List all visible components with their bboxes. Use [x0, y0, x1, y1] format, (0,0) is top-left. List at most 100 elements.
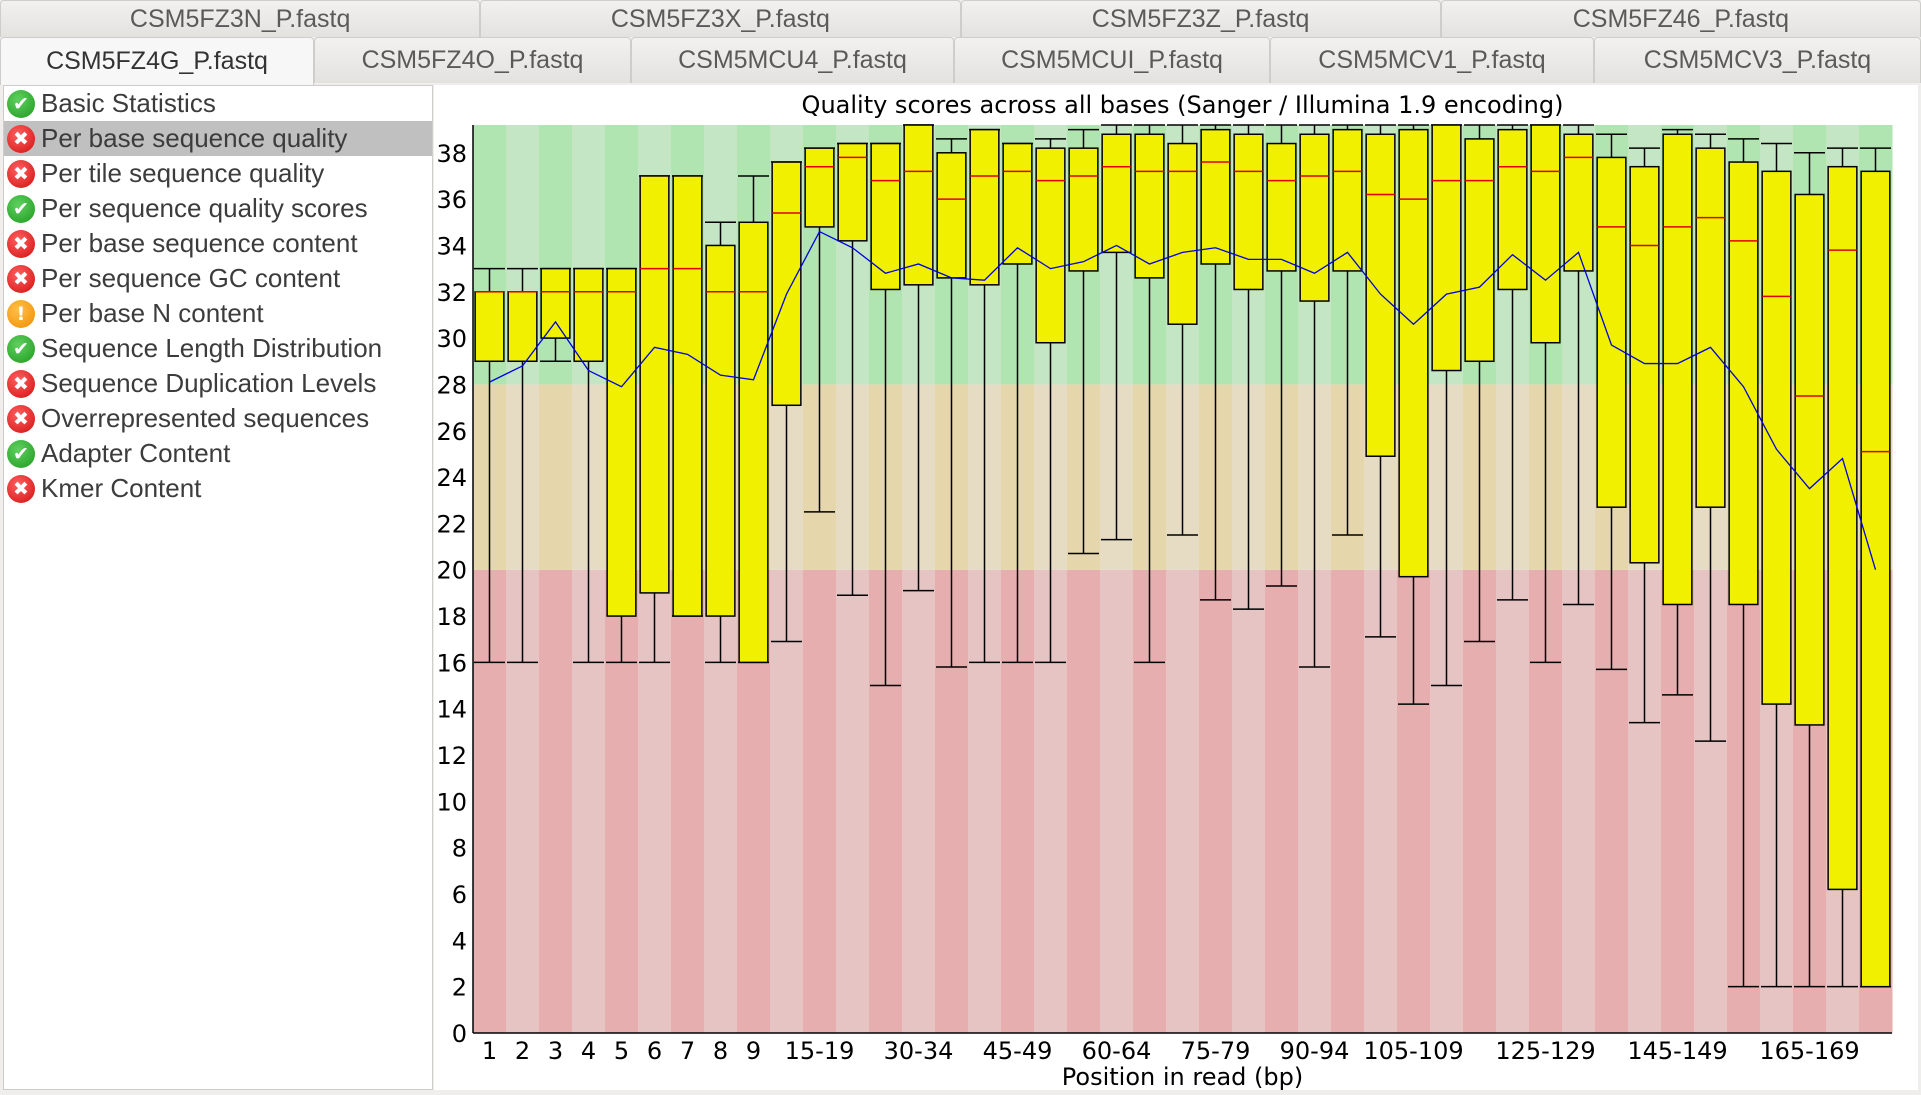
x-tick-label: 1 [482, 1037, 497, 1065]
box [1134, 133, 1165, 279]
x-tick-label: 6 [647, 1037, 662, 1065]
y-tick-label: 22 [436, 510, 467, 538]
fail-cross-icon: ✖ [7, 369, 35, 398]
band-bad [1364, 569, 1398, 1033]
file-tab[interactable]: CSM5FZ46_P.fastq [1440, 0, 1921, 37]
band-bad [1331, 569, 1365, 1033]
box [1266, 142, 1297, 272]
x-tick-label: 45-49 [983, 1037, 1053, 1065]
band-bad [770, 569, 804, 1033]
box [1563, 133, 1594, 272]
box [903, 124, 934, 286]
fail-cross-icon: ✖ [7, 474, 35, 503]
band-bad [836, 569, 870, 1033]
x-tick-label: 4 [581, 1037, 596, 1065]
box [1596, 156, 1627, 508]
box [639, 175, 670, 594]
box [1860, 170, 1891, 988]
file-tab[interactable]: CSM5FZ4O_P.fastq [314, 37, 631, 83]
band-bad [1100, 569, 1134, 1033]
box [1167, 142, 1198, 325]
file-tab[interactable]: CSM5MCV1_P.fastq [1270, 37, 1594, 83]
module-label: Per base sequence quality [41, 123, 348, 153]
x-tick-label: 125-129 [1495, 1037, 1595, 1065]
box [1200, 128, 1231, 265]
box [507, 291, 538, 363]
box [1629, 165, 1660, 564]
box [1695, 147, 1726, 508]
box [540, 267, 571, 339]
band-bad [1463, 569, 1497, 1033]
file-tab[interactable]: CSM5FZ3N_P.fastq [0, 0, 481, 37]
module-item[interactable]: ✖ Sequence Duplication Levels [4, 366, 432, 401]
x-tick-label: 3 [548, 1037, 563, 1065]
y-tick-label: 26 [436, 418, 467, 446]
y-tick-label: 20 [436, 557, 467, 585]
y-tick-label: 16 [436, 649, 467, 677]
module-item[interactable]: ✔ Adapter Content [4, 436, 432, 471]
module-item[interactable]: ✖ Per base sequence content [4, 226, 432, 261]
band-bad [902, 569, 936, 1033]
box [1761, 170, 1792, 705]
file-tab[interactable]: CSM5MCU4_P.fastq [631, 37, 954, 83]
box [936, 152, 967, 279]
box [1101, 133, 1132, 254]
band-bad [1199, 569, 1233, 1033]
module-item[interactable]: ✔ Basic Statistics [4, 86, 432, 121]
module-label: Per sequence GC content [41, 263, 341, 293]
box [1662, 133, 1693, 606]
band-bad [671, 569, 705, 1033]
box [1464, 138, 1495, 363]
warning-icon: ! [7, 299, 35, 328]
box [672, 175, 703, 617]
box [705, 244, 736, 617]
module-item[interactable]: ! Per base N content [4, 296, 432, 331]
module-item[interactable]: ✔ Sequence Length Distribution [4, 331, 432, 366]
band-bad [1067, 569, 1101, 1033]
x-tick-label: 8 [713, 1037, 728, 1065]
x-tick-label: 15-19 [785, 1037, 855, 1065]
module-item[interactable]: ✖ Per sequence GC content [4, 261, 432, 296]
box [1068, 147, 1099, 272]
pass-check-icon: ✔ [7, 439, 35, 468]
y-tick-label: 24 [436, 464, 467, 492]
box [1002, 142, 1033, 265]
module-label: Sequence Length Distribution [41, 333, 383, 363]
module-item[interactable]: ✖ Overrepresented sequences [4, 401, 432, 436]
x-tick-label: 5 [614, 1037, 629, 1065]
x-tick-label: 30-34 [884, 1037, 954, 1065]
module-label: Kmer Content [41, 473, 202, 503]
module-list: ✔ Basic Statistics ✖ Per base sequence qual… [3, 85, 433, 1090]
box [1332, 128, 1363, 272]
fail-cross-icon: ✖ [7, 124, 35, 153]
module-label: Per sequence quality scores [41, 193, 368, 223]
box [1431, 124, 1462, 372]
band-bad [1166, 569, 1200, 1033]
box [1035, 147, 1066, 344]
box [1794, 193, 1825, 726]
file-tab[interactable]: CSM5MCV3_P.fastq [1594, 37, 1921, 83]
y-tick-label: 32 [436, 279, 467, 307]
module-label: Per base N content [41, 298, 264, 328]
module-item[interactable]: ✖ Kmer Content [4, 471, 432, 506]
x-tick-label: 7 [680, 1037, 695, 1065]
file-tab[interactable]: CSM5FZ3X_P.fastq [480, 0, 961, 37]
box [738, 221, 769, 664]
file-tab-active[interactable]: CSM5FZ4G_P.fastq [0, 37, 314, 85]
file-tab[interactable]: CSM5FZ3Z_P.fastq [960, 0, 1441, 37]
band-bad [1232, 569, 1266, 1033]
y-tick-label: 4 [452, 927, 467, 955]
module-item[interactable]: ✖ Per base sequence quality [4, 121, 432, 156]
module-item[interactable]: ✔ Per sequence quality scores [4, 191, 432, 226]
x-tick-label: 165-169 [1759, 1037, 1859, 1065]
file-tab[interactable]: CSM5MCUI_P.fastq [954, 37, 1270, 83]
band-bad [539, 569, 573, 1033]
module-label: Adapter Content [41, 438, 231, 468]
box [837, 142, 868, 242]
x-tick-label: 90-94 [1280, 1037, 1350, 1065]
module-label: Sequence Duplication Levels [41, 368, 377, 398]
fail-cross-icon: ✖ [7, 229, 35, 258]
module-label: Basic Statistics [41, 88, 216, 118]
module-item[interactable]: ✖ Per tile sequence quality [4, 156, 432, 191]
band-bad [1265, 569, 1299, 1033]
